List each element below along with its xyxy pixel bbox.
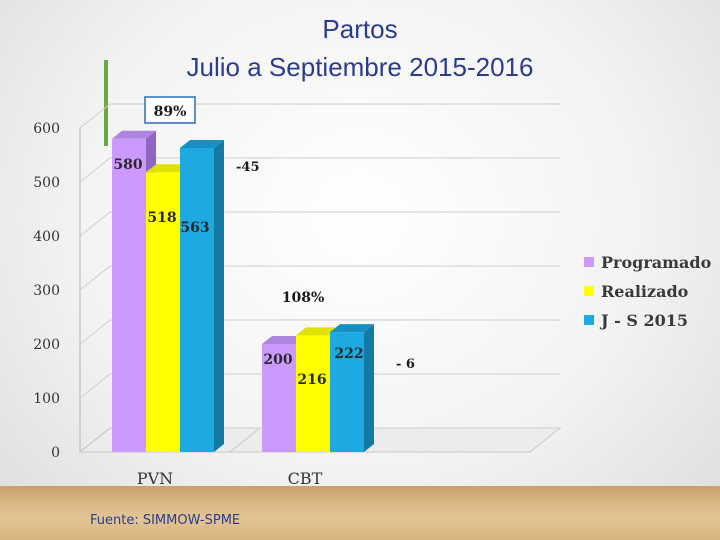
gridline: [79, 373, 560, 399]
chart-title-line1: Partos: [322, 14, 398, 44]
bar: [296, 335, 330, 452]
legend-swatch: [584, 315, 594, 325]
x-tick-label: PVN: [137, 469, 173, 488]
source-note: Fuente: SIMMOW-SPME: [90, 513, 241, 528]
data-label: 563: [180, 220, 209, 236]
legend-item: Realizado: [584, 280, 688, 302]
bar-top: [330, 324, 374, 333]
bar-side: [214, 139, 224, 453]
gridline: [79, 265, 560, 291]
chart-title-line2: Julio a Septiembre 2015-2016: [186, 52, 534, 82]
y-tick-label: 100: [33, 391, 60, 407]
category-divider: [79, 427, 111, 453]
data-label: 200: [263, 352, 292, 368]
annotation-label: 89%: [154, 104, 187, 120]
legend-item: Programado: [584, 251, 711, 273]
category-divider: [229, 427, 261, 453]
y-tick-label: 500: [33, 175, 60, 191]
y-tick-label: 400: [33, 229, 60, 245]
gridline: [79, 319, 560, 345]
bar-side: [364, 324, 374, 452]
data-label: 580: [113, 157, 142, 173]
data-label: 518: [147, 210, 176, 226]
legend-label: J - S 2015: [601, 310, 689, 330]
bar-top: [262, 336, 306, 344]
bar: [146, 172, 180, 452]
y-tick-label: 300: [33, 283, 60, 299]
legend-item: J - S 2015: [584, 309, 688, 331]
legend-swatch: [584, 257, 594, 267]
bar: [112, 138, 146, 453]
x-tick-label: CBT: [288, 469, 323, 488]
gridline: [79, 103, 560, 129]
annotation-label: - 6: [396, 357, 415, 372]
y-tick-label: 600: [33, 121, 60, 137]
bar: [262, 344, 296, 452]
bar: [330, 332, 364, 452]
bar-top: [146, 164, 190, 173]
legend-label: Programado: [601, 252, 712, 272]
annotation-label: 108%: [282, 290, 325, 306]
data-label: 222: [334, 346, 363, 362]
accent-bar: [104, 60, 108, 146]
bar-top: [112, 130, 156, 139]
y-tick-label: 200: [33, 337, 60, 353]
annotation-label: -45: [236, 160, 260, 175]
data-label: 216: [297, 372, 326, 388]
y-tick-label: 0: [51, 445, 60, 461]
gridline: [79, 211, 560, 237]
annotation-box: [144, 96, 196, 124]
bar-top: [180, 139, 224, 148]
bar-top: [296, 327, 340, 336]
bar: [180, 147, 214, 453]
gridline: [79, 157, 560, 183]
floor-decoration: [0, 486, 720, 540]
legend-swatch: [584, 286, 594, 296]
legend-label: Realizado: [601, 281, 689, 301]
